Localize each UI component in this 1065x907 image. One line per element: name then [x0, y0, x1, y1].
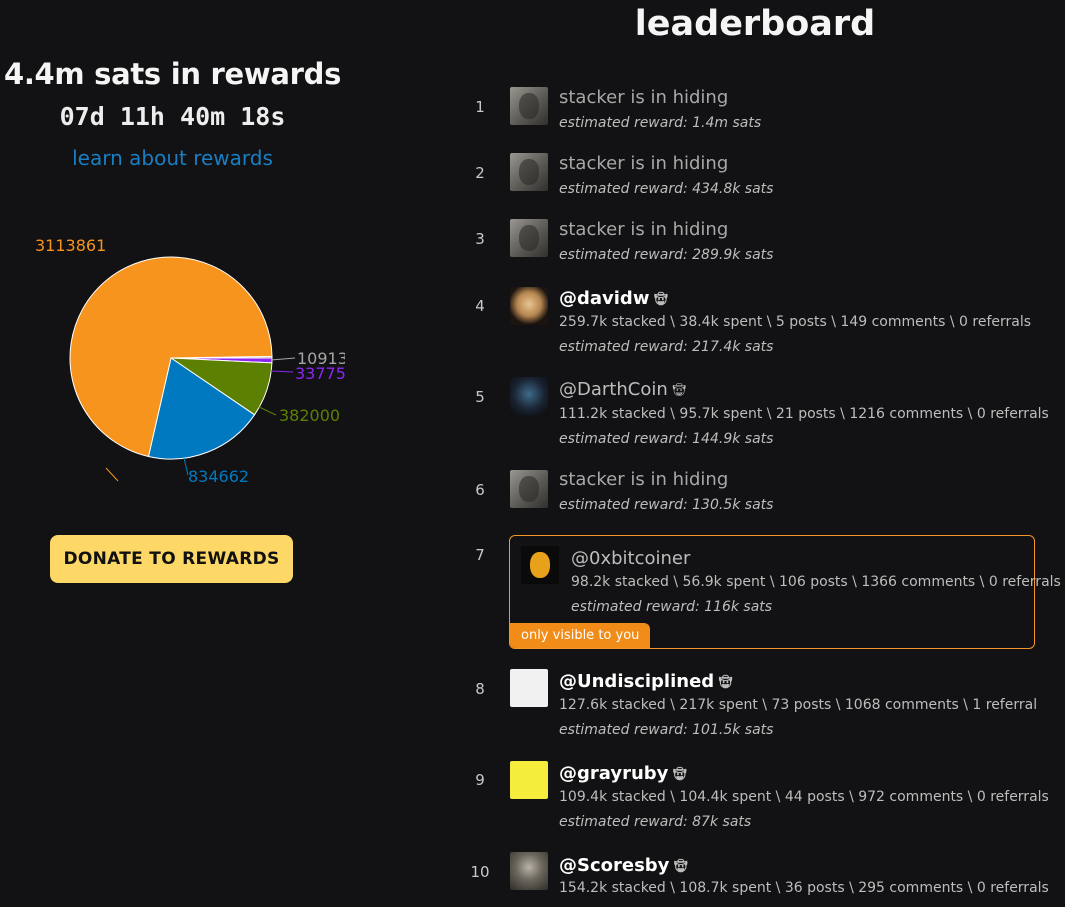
user-avatar[interactable]: [510, 669, 548, 707]
stacker-name: stacker is in hiding: [559, 469, 729, 490]
cowboy-hat-icon: 🤠︎: [717, 675, 734, 690]
user-avatar[interactable]: [510, 287, 548, 325]
stacker-name: stacker is in hiding: [559, 219, 729, 240]
user-link[interactable]: @DarthCoin 🤠︎: [559, 379, 687, 400]
leaderboard-entry: 1 stacker is in hiding estimated reward:…: [455, 85, 1045, 140]
user-stats: 109.4k stacked \ 104.4k spent \ 44 posts…: [559, 789, 1049, 805]
estimated-reward: estimated reward: 87k sats: [559, 814, 752, 830]
leaderboard-entry: 8 @Undisciplined 🤠︎ 127.6k stacked \ 217k…: [455, 668, 1045, 743]
estimated-reward: estimated reward: 116k sats: [571, 599, 773, 615]
rewards-total: 4.4m sats in rewards: [3, 57, 342, 91]
pie-label-4: 10913: [297, 349, 345, 368]
stacker-name: stacker is in hiding: [559, 87, 729, 108]
rank-number: 6: [475, 481, 485, 499]
estimated-reward: estimated reward: 130.5k sats: [559, 497, 774, 513]
pie-label-3: 33775: [295, 364, 345, 383]
leaderboard-entry: 9 @grayruby 🤠︎ 109.4k stacked \ 104.4k sp…: [455, 760, 1049, 835]
user-stats: 154.2k stacked \ 108.7k spent \ 36 posts…: [559, 880, 1049, 896]
username: @davidw: [559, 288, 650, 309]
leaderboard-entry: 3 stacker is in hiding estimated reward:…: [455, 218, 1045, 273]
pie-leader-line-4: [270, 357, 296, 361]
rewards-panel: 4.4m sats in rewards 07d 11h 40m 18s lea…: [0, 0, 345, 907]
cowboy-hat-icon: 🤠︎: [671, 767, 688, 782]
user-link[interactable]: @grayruby 🤠︎: [559, 763, 688, 784]
username: @grayruby: [559, 763, 669, 784]
user-link[interactable]: @Scoresby 🤠︎: [559, 855, 689, 876]
user-link[interactable]: @davidw 🤠︎: [559, 288, 669, 309]
pie-leader-line-2: [258, 406, 277, 416]
cowboy-hat-icon: 🤠︎: [652, 292, 669, 307]
pie-slice-0: [69, 256, 273, 458]
rewards-countdown: 07d 11h 40m 18s: [59, 102, 286, 131]
donate-to-rewards-button[interactable]: DONATE TO REWARDS: [50, 535, 293, 583]
rank-number: 5: [475, 388, 485, 406]
rank-number: 10: [470, 863, 490, 881]
hidden-stacker-avatar: [510, 153, 548, 191]
leaderboard-entry: 2 stacker is in hiding estimated reward:…: [455, 152, 1045, 207]
rank-number: 2: [475, 164, 485, 182]
pie-leader-line-3: [270, 370, 294, 373]
leaderboard-title: leaderboard: [634, 4, 876, 44]
pie-label-0: 3113861: [35, 236, 106, 255]
estimated-reward: estimated reward: 217.4k sats: [559, 339, 774, 355]
user-avatar[interactable]: [521, 546, 559, 584]
user-stats: 259.7k stacked \ 38.4k spent \ 5 posts \…: [559, 314, 1032, 330]
user-stats: 98.2k stacked \ 56.9k spent \ 106 posts …: [571, 574, 1061, 590]
leaderboard-entry: 10 @Scoresby 🤠︎ 154.2k stacked \ 108.7k s…: [455, 852, 1049, 907]
pie-label-1: 834662: [188, 467, 249, 486]
user-link[interactable]: @Undisciplined 🤠︎: [559, 671, 734, 692]
leaderboard-entry: 6 stacker is in hiding estimated reward:…: [455, 469, 1045, 524]
user-stats: 111.2k stacked \ 95.7k spent \ 21 posts …: [559, 406, 1049, 422]
username: @Scoresby: [559, 855, 670, 876]
pie-leader-line-0: [105, 467, 119, 482]
estimated-reward: estimated reward: 1.4m sats: [559, 115, 762, 131]
only-visible-badge: only visible to you: [510, 623, 651, 648]
cowboy-hat-icon: 🤠︎: [670, 383, 688, 398]
leaderboard-entry: 4 @davidw 🤠︎ 259.7k stacked \ 38.4k spent…: [455, 285, 1045, 360]
estimated-reward: estimated reward: 101.5k sats: [559, 722, 774, 738]
username: @Undisciplined: [559, 671, 715, 692]
user-avatar[interactable]: [510, 377, 548, 415]
cowboy-hat-icon: 🤠︎: [672, 859, 689, 874]
pie-slice-1: [147, 357, 256, 460]
leaderboard-panel: leaderboard 1 stacker is in hiding estim…: [455, 0, 1065, 907]
rank-number: 8: [475, 680, 485, 698]
username: @DarthCoin: [559, 379, 668, 400]
rewards-pie-chart: 3113861 834662 382000 33775 10913: [35, 236, 345, 486]
user-avatar[interactable]: [510, 852, 548, 890]
user-stats: 127.6k stacked \ 217k spent \ 73 posts \…: [559, 697, 1038, 713]
estimated-reward: estimated reward: 144.9k sats: [559, 431, 774, 447]
estimated-reward: estimated reward: 289.9k sats: [559, 247, 774, 263]
rank-number: 7: [475, 546, 485, 564]
rank-number: 3: [475, 230, 485, 248]
rank-number: 9: [475, 771, 485, 789]
learn-about-rewards-link[interactable]: learn about rewards: [72, 146, 273, 170]
pie-label-2: 382000: [279, 406, 340, 425]
hidden-stacker-avatar: [510, 87, 548, 125]
user-avatar[interactable]: [510, 761, 548, 799]
estimated-reward: estimated reward: 434.8k sats: [559, 181, 774, 197]
hidden-stacker-avatar: [510, 470, 548, 508]
user-link[interactable]: @0xbitcoiner: [571, 548, 690, 569]
stacker-name: stacker is in hiding: [559, 153, 729, 174]
username: @0xbitcoiner: [571, 548, 691, 569]
hidden-stacker-avatar: [510, 219, 548, 257]
rank-number: 4: [475, 297, 485, 315]
own-entry-card: @0xbitcoiner 98.2k stacked \ 56.9k spent…: [509, 535, 1061, 649]
leaderboard-entry: 5 @DarthCoin 🤠︎ 111.2k stacked \ 95.7k sp…: [455, 377, 1049, 452]
rank-number: 1: [475, 98, 485, 116]
pie-leader-line-1: [183, 457, 189, 476]
